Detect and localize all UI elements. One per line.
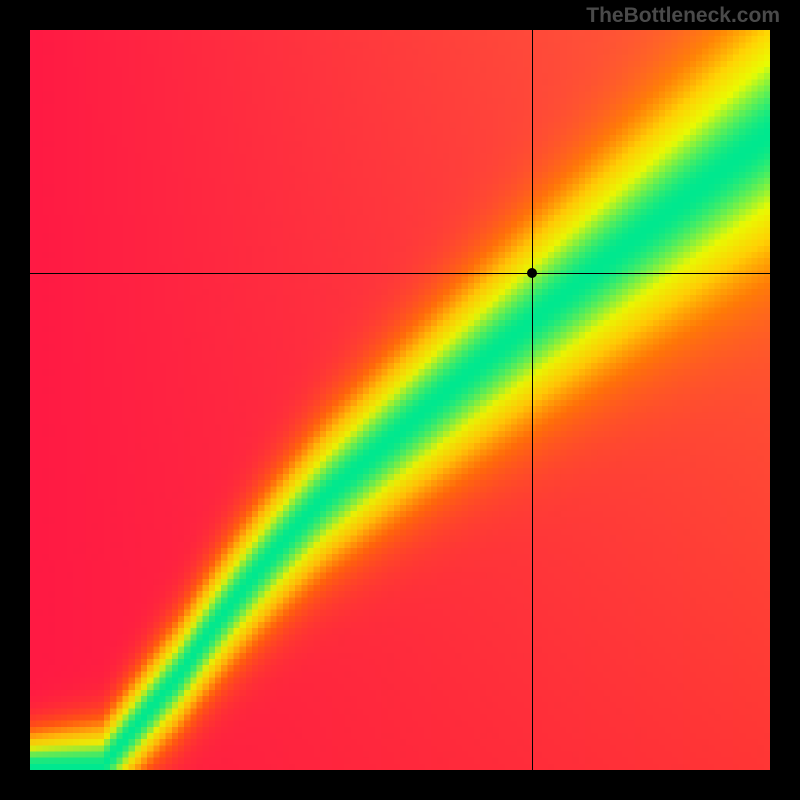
crosshair-vertical	[532, 30, 533, 770]
crosshair-horizontal	[30, 273, 770, 274]
watermark-text: TheBottleneck.com	[586, 4, 780, 28]
heatmap-canvas	[30, 30, 770, 770]
crosshair-marker	[527, 268, 537, 278]
chart-container: TheBottleneck.com	[0, 0, 800, 800]
plot-area	[30, 30, 770, 770]
